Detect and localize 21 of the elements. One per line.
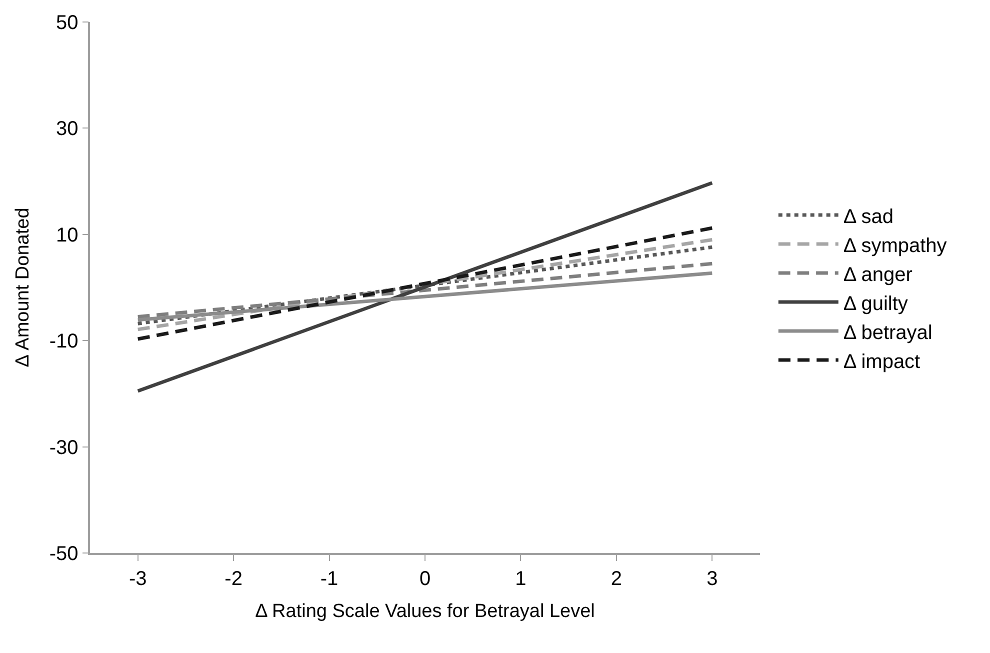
y-axis-title: Δ Amount Donated bbox=[12, 208, 34, 368]
legend-label: Δ betrayal bbox=[843, 322, 932, 344]
legend-label: Δ anger bbox=[843, 264, 913, 286]
x-tick-label: -1 bbox=[320, 568, 338, 590]
x-axis-title: Δ Rating Scale Values for Betrayal Level bbox=[255, 601, 595, 622]
y-tick-label: -50 bbox=[49, 543, 78, 565]
legend-label: Δ impact bbox=[843, 350, 921, 373]
y-tick-label: -10 bbox=[49, 330, 78, 353]
y-tick-label: -30 bbox=[49, 436, 78, 459]
legend-label: Δ sad bbox=[843, 206, 894, 228]
legend-label: Δ guilty bbox=[843, 292, 908, 315]
x-tick-label: -3 bbox=[128, 568, 147, 590]
x-tick-label: 0 bbox=[419, 568, 431, 590]
x-tick-label: 3 bbox=[706, 568, 718, 590]
y-tick-label: 30 bbox=[56, 118, 78, 140]
y-tick-label: 50 bbox=[56, 12, 78, 34]
legend-label: Δ sympathy bbox=[843, 234, 947, 257]
y-tick-label: 10 bbox=[56, 224, 78, 246]
x-tick-label: 1 bbox=[515, 568, 526, 590]
x-tick-label: -2 bbox=[224, 568, 242, 590]
x-tick-label: 2 bbox=[610, 568, 622, 590]
